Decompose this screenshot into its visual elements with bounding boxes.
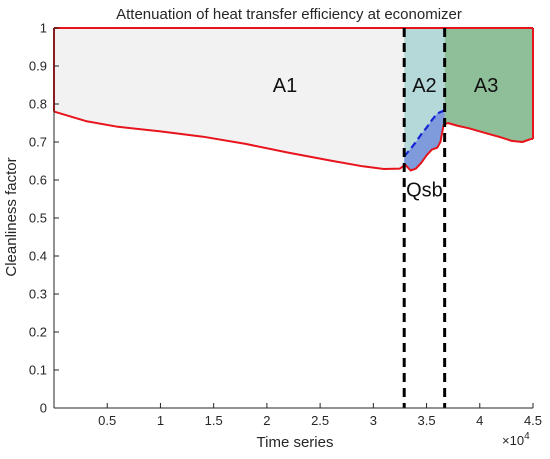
boundary-layer [402, 28, 447, 408]
region-a3-area [444, 28, 533, 142]
series-estimate-dashed-line [403, 109, 445, 158]
x-axis-multiplier: ×104 [502, 431, 530, 448]
region-qsb-area [404, 110, 445, 171]
x-tick-label: 1 [157, 413, 164, 428]
region-label-a1: A1 [273, 75, 297, 97]
x-tick-label: 1.5 [205, 413, 223, 428]
y-tick-label: 0.3 [29, 287, 47, 302]
axes-layer: 0.5 1 1.5 2 2.5 3 3.5 4 4.5 0 0.1 0.2 0.3 0.4 0.5 0.6 0.… [29, 21, 542, 429]
labels-layer: Attenuation of heat transfer efficiency … [3, 6, 530, 451]
chart-title: Attenuation of heat transfer efficiency … [116, 6, 462, 23]
y-tick-label: 0.1 [29, 363, 47, 378]
x-tick-label: 2 [263, 413, 270, 428]
y-tick-label: 0.7 [29, 135, 47, 150]
y-tick-label: 0.5 [29, 211, 47, 226]
y-tick-label: 0.8 [29, 97, 47, 112]
x-axis-label: Time series [257, 434, 334, 451]
y-tick-label: 0.6 [29, 173, 47, 188]
region-a1-area [54, 28, 405, 169]
x-tick-label: 4.5 [524, 413, 542, 428]
region-label-qsb: Qsb [406, 180, 443, 202]
y-tick-label: 0 [40, 401, 47, 416]
region-label-a3: A3 [474, 75, 498, 97]
x-tick-label: 3 [370, 413, 377, 428]
y-axis-label: Cleanliness factor [3, 157, 20, 276]
y-tick-label: 0.4 [29, 249, 47, 264]
series-cleanliness-line [53, 110, 532, 172]
x-tick-label: 4 [476, 413, 483, 428]
x-tick-label: 3.5 [418, 413, 436, 428]
regions-layer [54, 28, 533, 171]
y-tick-label: 0.2 [29, 325, 47, 340]
x-tick-label: 0.5 [98, 413, 116, 428]
y-tick-label: 1 [40, 21, 47, 36]
x-tick-label: 2.5 [311, 413, 329, 428]
y-tick-label: 0.9 [29, 59, 47, 74]
region-label-a2: A2 [412, 75, 436, 97]
